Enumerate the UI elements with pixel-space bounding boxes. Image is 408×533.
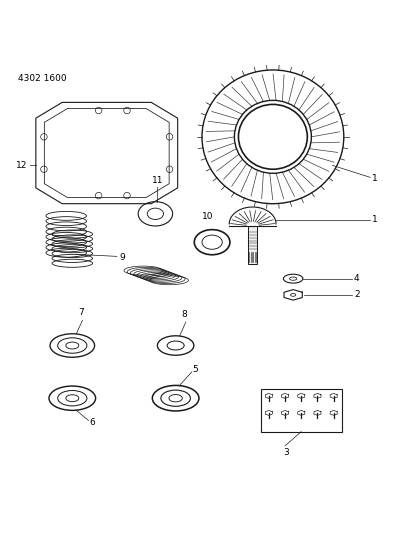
Ellipse shape [238,104,307,169]
Text: 1: 1 [372,174,378,183]
Text: 2: 2 [354,290,359,300]
Bar [261,389,342,432]
Text: 3: 3 [283,448,289,457]
Text: 7: 7 [78,308,84,317]
Text: 12: 12 [16,160,28,169]
Text: 8: 8 [182,310,187,319]
Text: 1: 1 [372,215,378,224]
Text: 9: 9 [119,253,125,262]
Text: 5: 5 [193,365,198,374]
Bar [248,226,257,264]
Text: 11: 11 [152,176,163,184]
Text: 4: 4 [354,274,359,283]
Text: 10: 10 [202,212,213,221]
Text: 6: 6 [89,418,95,427]
Text: 4302 1600: 4302 1600 [18,74,66,83]
